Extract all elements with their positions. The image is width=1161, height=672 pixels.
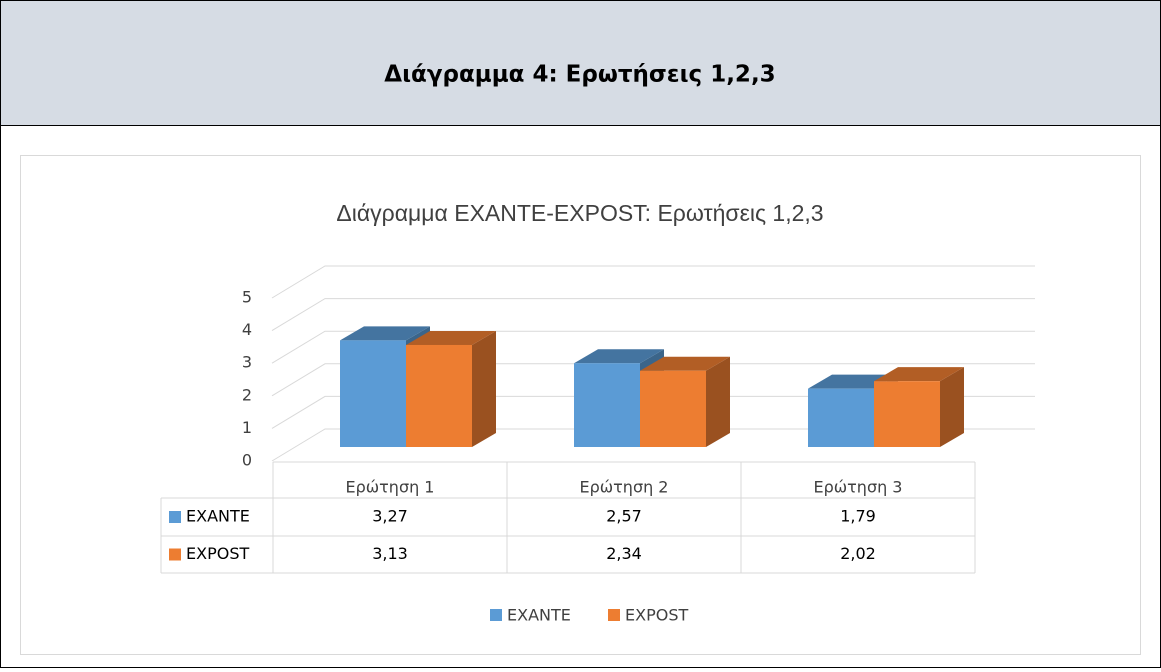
bar-top <box>640 356 730 371</box>
legend-key <box>608 609 620 621</box>
table-value: 2,57 <box>606 507 642 526</box>
legend-label: EXPOST <box>625 606 688 625</box>
header-band <box>0 0 1161 126</box>
bar-side <box>472 330 496 447</box>
bar-front <box>406 344 472 447</box>
grid-line <box>271 330 1035 364</box>
table-value: 1,79 <box>840 507 876 526</box>
bar-top <box>406 330 496 345</box>
bar-side <box>940 367 964 447</box>
table-series-name: EXANTE <box>186 507 250 526</box>
y-tick-label: 2 <box>242 385 252 404</box>
y-tick-label: 4 <box>242 320 252 339</box>
legend-label: EXANTE <box>507 606 571 625</box>
table-value: 3,27 <box>372 507 408 526</box>
table-series-name: EXPOST <box>186 544 249 563</box>
legend-key <box>490 609 502 621</box>
table-value: 2,34 <box>606 544 642 563</box>
bar <box>640 356 730 447</box>
bar <box>406 330 496 447</box>
legend-key <box>169 511 181 523</box>
y-tick-label: 1 <box>242 418 252 437</box>
bar <box>874 367 964 447</box>
bar-top <box>340 326 430 341</box>
grid-line <box>271 298 1035 332</box>
bar-top <box>574 349 664 364</box>
category-label: Ερώτηση 2 <box>580 478 669 497</box>
category-label: Ερώτηση 1 <box>346 478 435 497</box>
bar-front <box>640 370 706 447</box>
y-tick-label: 0 <box>242 451 252 470</box>
legend-key <box>169 548 181 561</box>
bar-top <box>874 367 964 382</box>
category-label: Ερώτηση 3 <box>814 478 903 497</box>
grid-line <box>271 265 1035 299</box>
chart-title: Διάγραμμα EXANTE-EXPOST: Ερωτήσεις 1,2,3 <box>336 200 823 226</box>
table-value: 3,13 <box>372 544 408 563</box>
table-value: 2,02 <box>840 544 876 563</box>
y-tick-label: 5 <box>242 288 252 307</box>
bar-side <box>706 356 730 447</box>
y-tick-label: 3 <box>242 353 252 372</box>
bar-front <box>874 381 940 447</box>
bar-front <box>574 363 640 447</box>
grid-line <box>271 395 1035 429</box>
bar-front <box>340 340 406 447</box>
grid-line <box>271 363 1035 397</box>
grid-line <box>271 428 1035 462</box>
header-title: Διάγραμμα 4: Ερωτήσεις 1,2,3 <box>384 62 775 88</box>
bar-front <box>808 388 874 447</box>
